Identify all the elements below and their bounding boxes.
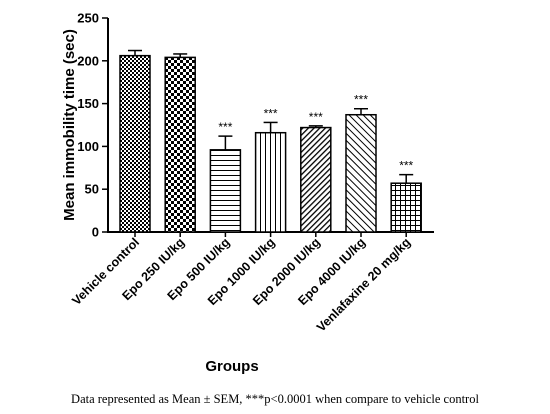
significance-label: *** — [354, 93, 368, 107]
bar — [300, 126, 332, 233]
bars-group: *** *** *** *** *** — [119, 49, 422, 233]
bar — [390, 182, 422, 233]
bar — [345, 113, 377, 233]
y-tick-label: 200 — [77, 53, 99, 68]
significance-label: *** — [264, 106, 278, 120]
y-tick-label: 150 — [77, 96, 99, 111]
bar — [164, 56, 196, 233]
x-category-label: Venlafaxine 20 mg/kg — [314, 235, 413, 334]
bar — [209, 149, 242, 233]
y-tick-label: 50 — [85, 182, 99, 197]
y-tick-label: 0 — [92, 225, 99, 240]
y-tick-label: 250 — [77, 11, 99, 26]
y-axis-title: Mean immobility time (sec) — [61, 29, 78, 221]
bar — [119, 54, 151, 233]
y-axis-ticks: 0 50 100 150 200 250 — [77, 11, 108, 240]
y-tick-label: 100 — [77, 139, 99, 154]
significance-label: *** — [309, 110, 323, 124]
bar — [254, 131, 287, 233]
x-axis-title: Groups — [205, 358, 258, 375]
significance-label: *** — [218, 120, 232, 134]
significance-label: *** — [399, 159, 413, 173]
footnote: Data represented as Mean ± SEM, ***p<0.0… — [71, 392, 479, 406]
